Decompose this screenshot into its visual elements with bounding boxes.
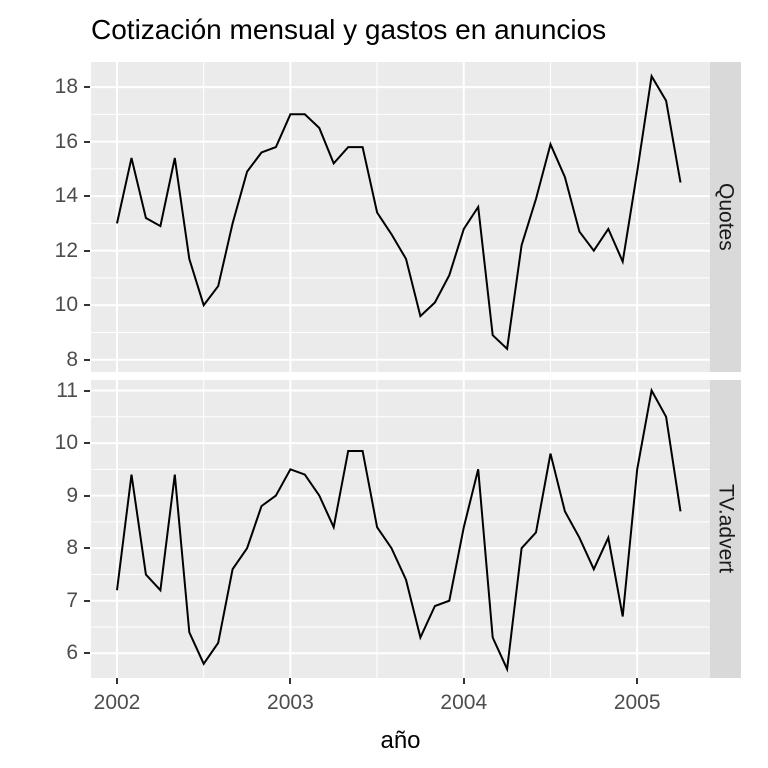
y-tick-mark <box>84 249 90 252</box>
facet-strip-label-quotes: Quotes <box>714 183 738 251</box>
y-tick-mark <box>84 86 90 89</box>
y-tick-label: 16 <box>54 129 78 153</box>
y-tick-label: 10 <box>54 293 78 317</box>
panel-quotes <box>91 62 710 372</box>
y-tick-label: 8 <box>66 536 78 560</box>
x-axis-title: año <box>380 727 421 754</box>
x-tick-label: 2004 <box>440 691 488 714</box>
page-title: Cotización mensual y gastos en anuncios <box>91 14 607 45</box>
y-tick-mark <box>84 652 90 655</box>
x-tick-mark <box>289 678 292 684</box>
y-tick-mark <box>84 389 90 392</box>
y-tick-label: 10 <box>54 431 78 455</box>
y-tick-label: 12 <box>54 238 78 262</box>
y-tick-label: 8 <box>66 347 78 371</box>
facet-strip-label-tvadvert: TV.advert <box>714 484 738 574</box>
y-tick-mark <box>84 599 90 602</box>
facet-strip-quotes: Quotes <box>710 62 741 372</box>
y-tick-label: 11 <box>56 378 78 402</box>
y-tick-mark <box>84 442 90 445</box>
y-tick-mark <box>84 195 90 198</box>
y-tick-mark <box>84 304 90 307</box>
y-tick-mark <box>84 547 90 550</box>
x-tick-label: 2003 <box>267 691 314 714</box>
x-tick-mark <box>636 678 639 684</box>
y-tick-mark <box>84 358 90 361</box>
y-tick-label: 18 <box>54 75 78 99</box>
y-axis-labels: 8 10 12 14 16 18 6 7 8 9 10 11 <box>0 0 78 768</box>
y-tick-label: 7 <box>66 588 78 612</box>
facet-canvas-Quotes <box>91 62 710 372</box>
y-tick-label: 9 <box>66 483 78 507</box>
x-tick-label: 2005 <box>613 691 661 714</box>
y-tick-mark <box>84 494 90 497</box>
x-tick-mark <box>462 678 465 684</box>
x-tick-mark <box>116 678 118 684</box>
y-tick-label: 14 <box>54 184 78 208</box>
data-line-Quotes <box>116 73 682 351</box>
x-tick-label: 2002 <box>93 691 141 714</box>
y-tick-mark <box>84 140 90 143</box>
data-line-TV.advert <box>116 387 682 673</box>
panel-tvadvert <box>91 380 710 678</box>
facet-strip-tvadvert: TV.advert <box>710 380 741 678</box>
y-tick-label: 6 <box>66 641 78 665</box>
facet-canvas-TV.advert <box>91 380 710 678</box>
